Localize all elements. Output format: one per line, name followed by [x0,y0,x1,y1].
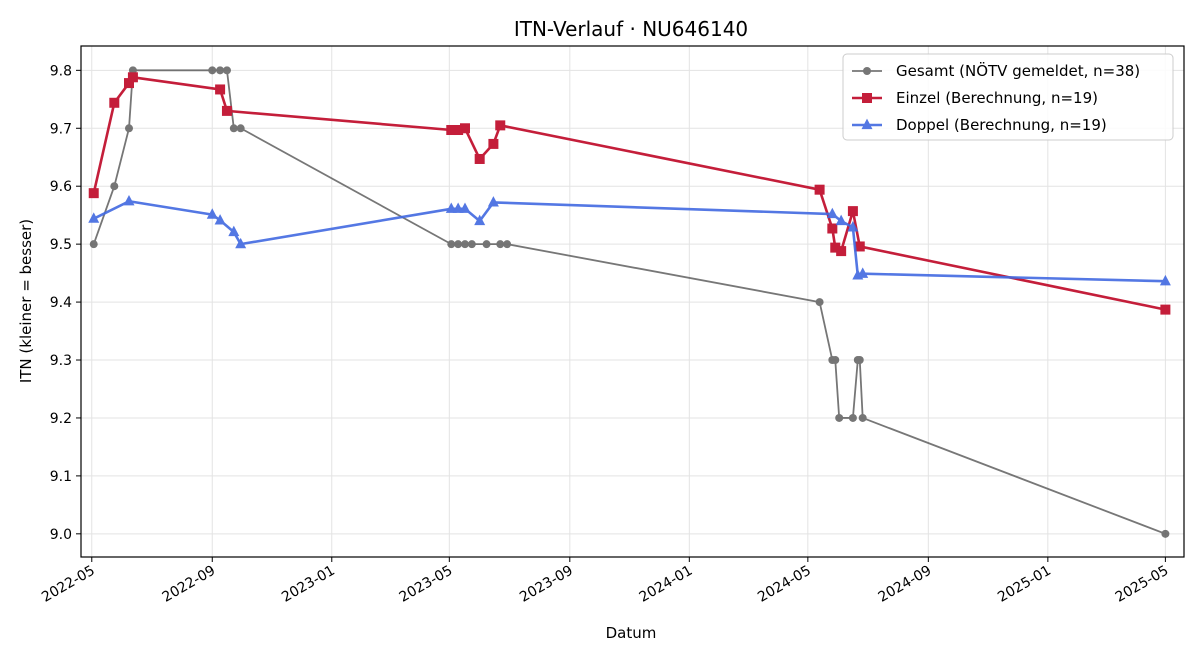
legend-box [842,53,1174,141]
data-point [495,120,506,131]
data-point [857,267,869,278]
series-triangle [88,194,1171,286]
data-point [215,84,226,95]
data-point [454,240,463,249]
legend: Gesamt (NÖTV gemeldet, n=38) Einzel (Bere… [842,53,1174,141]
data-point [835,214,847,226]
data-point [496,240,505,249]
y-tick-label: 9.2 [50,411,72,427]
data-point [847,206,858,217]
legend-swatch [852,118,882,130]
data-point [814,184,825,195]
data-point [221,105,232,116]
data-point [474,153,485,164]
data-point [88,212,100,223]
y-tick-label: 9.4 [50,295,72,311]
y-tick-label: 9.5 [50,237,72,253]
x-tick-label: 2024-01 [637,563,696,606]
data-point [110,182,119,191]
legend-marker [863,67,871,75]
y-tick-label: 9.0 [50,527,72,543]
data-point [830,242,841,253]
data-point [1161,529,1170,538]
x-tick-label: 2023-05 [397,563,456,606]
data-point [206,208,218,219]
data-point [487,196,499,207]
data-point [1160,304,1171,315]
data-point [482,240,491,249]
data-point [222,66,231,75]
data-point [503,240,512,249]
y-tick-label: 9.8 [50,63,72,79]
data-point [228,225,240,237]
y-axis-ticks: 9.0 9.1 9.2 9.3 9.4 9.5 9.6 9.7 9.8 [50,63,81,543]
legend-label: Gesamt (NÖTV gemeldet, n=38) [896,61,1140,80]
legend-label: Einzel (Berechnung, n=19) [896,89,1098,107]
data-point [855,356,864,365]
series-square [88,72,1171,315]
data-point [235,237,247,249]
data-point [123,194,135,206]
x-tick-label: 2024-05 [755,563,814,606]
data-point [453,125,464,136]
x-axis-ticks: 2022-05 2022-09 2023-01 2023-05 2023-09 2024-… [39,557,1171,606]
y-tick-label: 9.3 [50,353,72,369]
data-point [214,214,226,225]
y-tick-label: 9.7 [50,121,72,137]
data-point [827,223,838,234]
series-circle [89,66,1170,538]
x-axis-title: Datum [606,624,657,642]
data-point [847,221,859,232]
data-point [236,124,245,133]
x-tick-label: 2023-09 [517,563,576,606]
x-tick-label: 2025-01 [995,563,1054,606]
x-tick-label: 2024-09 [876,563,935,606]
data-point [447,240,456,249]
data-point [460,240,469,249]
data-point [836,246,847,257]
y-tick-label: 9.6 [50,179,72,195]
data-point [858,413,867,422]
data-point [488,138,499,149]
data-point [127,72,138,83]
legend-label: Doppel (Berechnung, n=19) [896,116,1107,134]
legend-marker [861,118,873,130]
grid [81,46,1184,557]
legend-swatch [852,67,882,75]
data-point [848,413,857,422]
data-point [124,124,133,133]
x-tick-label: 2025-05 [1113,563,1172,606]
data-point [467,240,476,249]
data-point [89,240,98,249]
plot-frame [80,45,1185,558]
x-tick-label: 2023-01 [279,563,338,606]
y-axis-title: ITN (kleiner = besser) [17,219,35,383]
data-point [88,188,99,199]
series-layer [88,66,1171,538]
data-point [826,207,838,219]
series-line [93,199,1166,283]
x-tick-label: 2022-05 [39,563,98,606]
data-point [1159,274,1171,286]
data-point [459,123,470,134]
legend-marker [862,93,872,103]
data-point [459,202,471,213]
data-point [229,124,238,133]
chart-title: ITN-Verlauf · NU646140 [514,17,748,41]
data-point [446,125,457,136]
data-point [815,298,824,307]
data-point [109,97,120,108]
x-tick-label: 2022-09 [160,563,219,606]
data-point [123,78,134,89]
data-point [216,66,225,75]
data-point [854,241,865,252]
legend-swatch [852,93,882,103]
data-point [831,356,840,365]
data-point [208,66,217,75]
data-point [835,413,844,422]
data-point [474,214,486,226]
y-tick-label: 9.1 [50,469,72,485]
